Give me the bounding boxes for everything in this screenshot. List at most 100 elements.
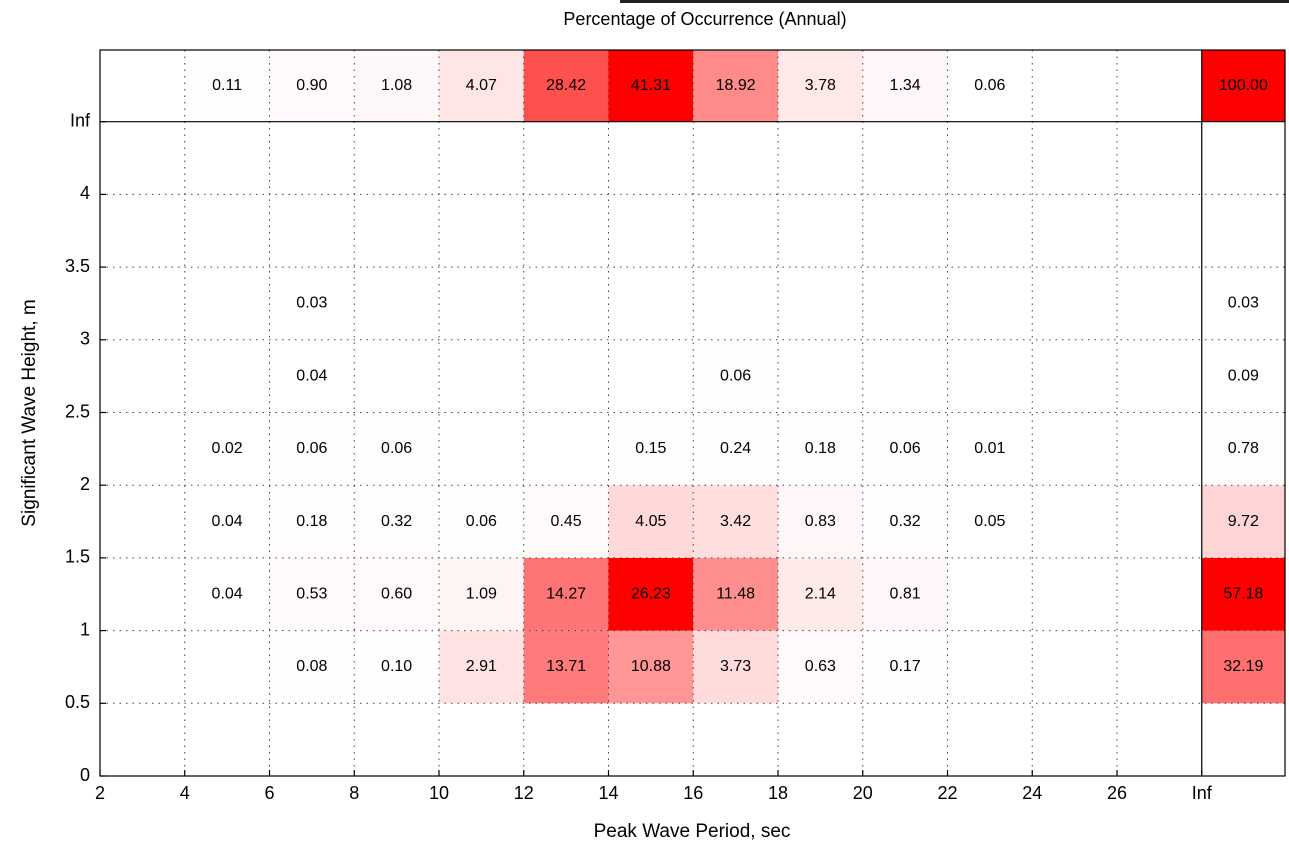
cell-label: 0.06 (720, 367, 751, 384)
heat-cell (523, 630, 609, 704)
heat-cell (1201, 50, 1285, 122)
heat-cell (184, 412, 270, 486)
cell-label: 2.14 (805, 585, 836, 602)
cell-label: 0.78 (1228, 440, 1259, 457)
heat-cell (523, 557, 609, 631)
y-tick-label: 2.5 (65, 401, 90, 421)
cell-label: 0.06 (890, 440, 921, 457)
cell-label: 0.04 (296, 367, 327, 384)
x-tick-label: 10 (429, 783, 449, 803)
cell-label: 0.04 (212, 513, 243, 530)
y-tick-label: 3 (80, 329, 90, 349)
cell-label: 0.05 (974, 513, 1005, 530)
heat-cell (439, 557, 524, 631)
heat-cell (947, 485, 1033, 558)
heat-cell (1201, 485, 1285, 558)
cell-label: 0.03 (1228, 295, 1259, 312)
cell-label: 0.90 (296, 77, 327, 94)
heat-cell (947, 412, 1033, 486)
x-tick-label: 20 (853, 783, 873, 803)
cell-label: 0.60 (381, 585, 412, 602)
heat-cell (778, 485, 863, 558)
cell-label: 0.06 (974, 77, 1005, 94)
y-tick-label: Inf (70, 110, 91, 130)
cell-label: 0.04 (212, 585, 243, 602)
cell-label: 10.88 (631, 658, 671, 675)
heat-cell (693, 485, 778, 558)
heat-cell (439, 50, 524, 122)
heat-cell (269, 339, 355, 413)
y-tick-label: 0 (80, 765, 90, 785)
cell-label: 57.18 (1223, 585, 1263, 602)
cell-label: 0.83 (805, 513, 836, 530)
cell-label: 0.17 (890, 658, 921, 675)
heat-cell (354, 557, 439, 631)
heat-cell (947, 50, 1033, 122)
cell-label: 0.63 (805, 658, 836, 675)
heat-cell (269, 267, 355, 340)
x-tick-label: 14 (598, 783, 618, 803)
x-tick-label: 12 (514, 783, 534, 803)
top-bar (620, 0, 1289, 3)
cell-label: 0.06 (381, 440, 412, 457)
x-tick-label: 2 (95, 783, 105, 803)
heat-cell (608, 412, 694, 486)
heat-cell (269, 50, 355, 122)
heat-cell (439, 630, 524, 704)
cell-label: 0.18 (296, 513, 327, 530)
cell-label: 11.48 (716, 585, 755, 602)
heat-cell (862, 50, 948, 122)
heat-cell (354, 485, 439, 558)
cell-label: 0.11 (212, 77, 242, 94)
cell-label: 26.23 (631, 585, 671, 602)
cell-label: 9.72 (1228, 513, 1259, 530)
heat-cell (608, 485, 694, 558)
x-tick-label: 26 (1107, 783, 1127, 803)
heat-cell (1201, 557, 1285, 631)
cell-label: 0.81 (890, 585, 921, 602)
x-axis-label: Peak Wave Period, sec (594, 821, 791, 842)
cell-label: 0.32 (381, 513, 412, 530)
cell-label: 28.42 (546, 77, 586, 94)
y-tick-label: 0.5 (65, 692, 90, 712)
cell-label: 0.15 (635, 440, 666, 457)
heat-cell (693, 339, 778, 413)
cell-label: 0.45 (551, 513, 582, 530)
cell-label: 32.19 (1223, 658, 1263, 675)
heat-cell (608, 630, 694, 704)
heat-cell (269, 485, 355, 558)
plot-border (99, 49, 1286, 777)
heat-cell (778, 557, 863, 631)
cell-label: 0.06 (296, 440, 327, 457)
heat-cell (1201, 339, 1285, 413)
y-tick-label: 1 (80, 619, 90, 639)
cell-label: 100.00 (1219, 77, 1268, 94)
x-tick-label: 6 (264, 783, 274, 803)
cell-label: 0.18 (805, 440, 836, 457)
cell-label: 0.53 (296, 585, 327, 602)
cell-label: 1.08 (381, 77, 412, 94)
heat-cell (608, 557, 694, 631)
y-tick-label: 3.5 (65, 256, 90, 276)
x-tick-label: 16 (683, 783, 703, 803)
heat-cell (862, 412, 948, 486)
heat-cell (184, 485, 270, 558)
y-axis-label: Significant Wave Height, m (19, 299, 40, 526)
cell-label: 0.32 (890, 513, 921, 530)
heat-cell (354, 630, 439, 704)
heat-cell (269, 557, 355, 631)
heat-cell (354, 50, 439, 122)
x-tick-label: 18 (768, 783, 788, 803)
x-tick-label: 24 (1022, 783, 1042, 803)
x-tick-label: 22 (937, 783, 957, 803)
cell-label: 4.05 (635, 513, 666, 530)
heat-cell (693, 630, 778, 704)
heat-cell (439, 485, 524, 558)
heat-cell (693, 50, 778, 122)
heat-cell (523, 50, 609, 122)
heat-cell (1201, 630, 1285, 704)
heat-cell (778, 412, 863, 486)
x-tick-label: 8 (349, 783, 359, 803)
heat-cell (862, 485, 948, 558)
